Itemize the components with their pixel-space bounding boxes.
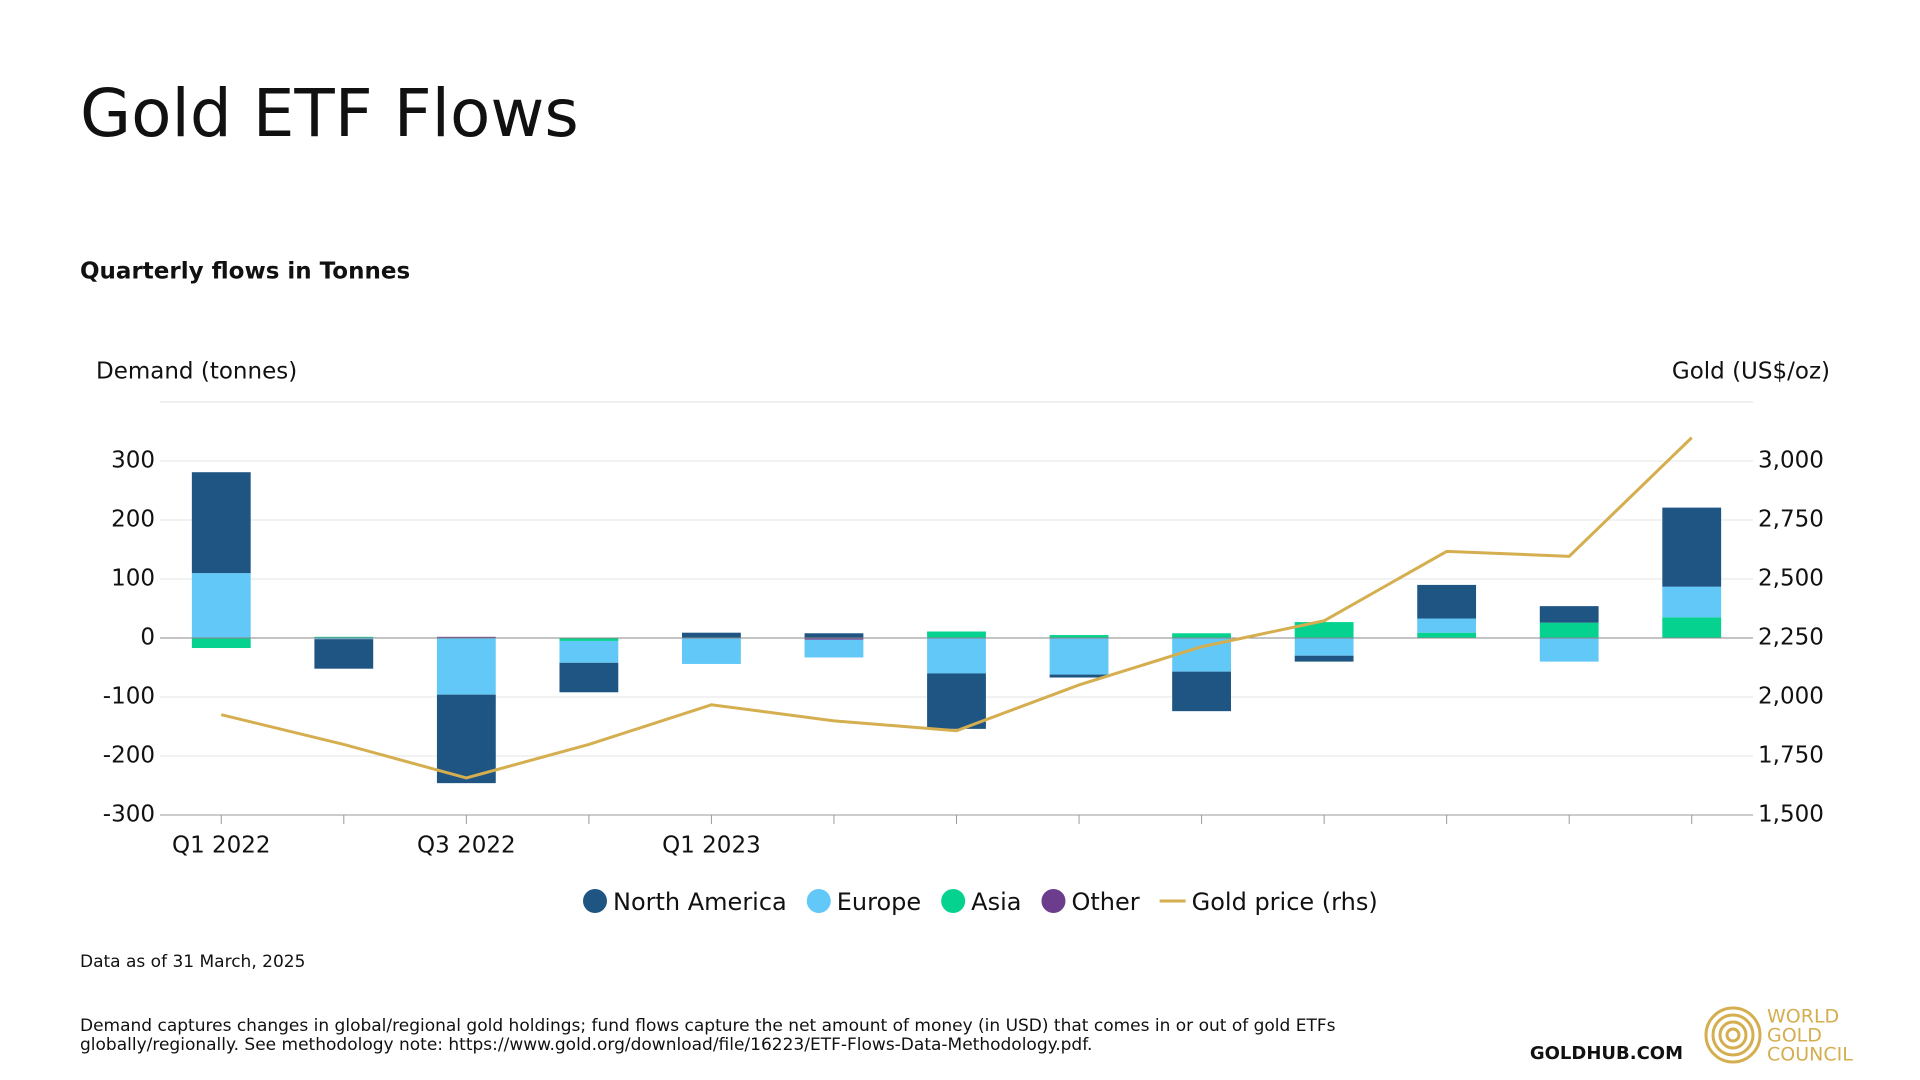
bar (1049, 635, 1109, 638)
y-tick-label: -300 (103, 802, 155, 828)
y-tick-label: 200 (111, 507, 155, 533)
bar (1662, 507, 1722, 587)
bar (1662, 586, 1722, 618)
bar (314, 639, 374, 669)
legend-label: Asia (971, 888, 1021, 916)
bar (927, 631, 986, 638)
y-tick-label: -100 (103, 684, 155, 710)
bar (1294, 638, 1354, 656)
y-tick-label: 0 (140, 625, 155, 651)
bar (191, 573, 251, 638)
bar (191, 638, 251, 649)
bar (1539, 606, 1599, 623)
x-tick-label: Q1 2022 (172, 833, 271, 859)
logo-text: WORLD (1767, 1006, 1839, 1028)
y2-tick-label: 2,750 (1758, 507, 1824, 533)
bar (1049, 674, 1109, 678)
logo-text: GOLD (1767, 1025, 1822, 1047)
bar (1294, 622, 1354, 638)
bar (927, 673, 986, 729)
bar (1539, 638, 1599, 662)
chart-subtitle: Quarterly flows in Tonnes (80, 259, 410, 285)
y-axis-label: Demand (tonnes) (96, 359, 297, 385)
legend-label: Europe (837, 888, 921, 916)
y2-tick-label: 2,500 (1758, 566, 1824, 592)
y2-tick-label: 1,500 (1758, 802, 1824, 828)
footnote: Demand captures changes in global/region… (80, 1016, 1336, 1036)
legend-swatch (1041, 889, 1066, 913)
y2-tick-label: 2,000 (1758, 684, 1824, 710)
line (220, 436, 1693, 780)
footnote: globally/regionally. See methodology not… (80, 1035, 1092, 1055)
legend-label: North America (613, 888, 787, 916)
bar (1294, 655, 1354, 662)
bar (682, 638, 741, 664)
logo (1704, 1006, 1762, 1064)
bar (682, 632, 741, 638)
x-tick-label: Q3 2022 (417, 833, 516, 859)
legend-label: Other (1071, 888, 1139, 916)
bar (559, 640, 619, 663)
bar (804, 638, 864, 640)
bar (1417, 632, 1477, 638)
y-tick-label: 300 (111, 448, 155, 474)
y2-axis-label: Gold (US$/oz) (1672, 359, 1830, 385)
bar (191, 472, 251, 574)
bar (1049, 638, 1109, 675)
legend-label: Gold price (rhs) (1192, 888, 1378, 916)
bar (436, 636, 496, 638)
y2-tick-label: 2,250 (1758, 625, 1824, 651)
bar (1172, 633, 1231, 638)
bar (1662, 617, 1722, 638)
y2-tick-label: 3,000 (1758, 448, 1824, 474)
bar (1417, 618, 1477, 633)
bar (1539, 622, 1599, 638)
bar (314, 638, 374, 640)
bar (559, 638, 619, 641)
y-tick-label: 100 (111, 566, 155, 592)
bar (559, 662, 619, 693)
bar (927, 638, 986, 674)
bar (804, 639, 864, 658)
note: Data as of 31 March, 2025 (80, 952, 305, 972)
bar (436, 694, 496, 784)
bar (1172, 671, 1231, 712)
logo-text: COUNCIL (1767, 1044, 1853, 1066)
y-tick-label: -200 (103, 743, 155, 769)
y2-tick-label: 1,750 (1758, 743, 1824, 769)
bar (314, 636, 374, 638)
source: GOLDHUB.COM (1530, 1043, 1683, 1064)
legend-swatch (941, 889, 966, 913)
bar (436, 638, 496, 695)
legend-swatch (806, 889, 831, 913)
bar (1417, 584, 1477, 619)
x-tick-label: Q1 2023 (662, 833, 761, 859)
chart-title: Gold ETF Flows (80, 75, 579, 152)
legend-swatch (583, 889, 607, 913)
bar (804, 633, 864, 638)
